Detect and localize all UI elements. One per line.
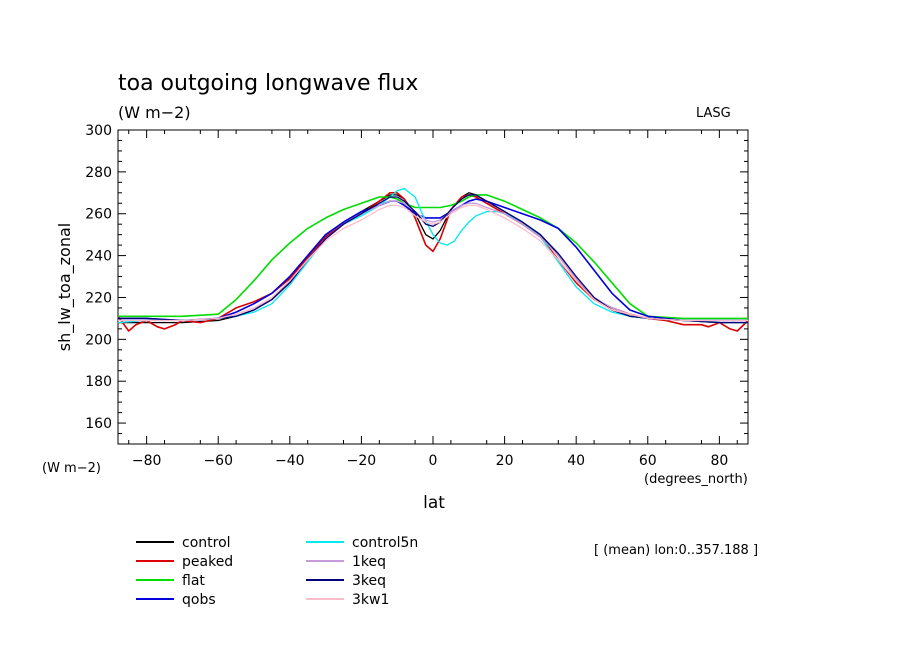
y-tick-label: 200: [85, 332, 112, 348]
x-tick-label: −40: [275, 453, 305, 469]
legend-label-control: control: [182, 535, 231, 551]
legend-label-3kw1: 3kw1: [352, 592, 389, 608]
x-tick-label: 0: [429, 453, 438, 469]
series-lines: [117, 187, 749, 332]
plot-area: [117, 129, 749, 445]
y-tick-label: 160: [85, 416, 112, 432]
series-line-peaked: [117, 192, 749, 332]
x-tick-label: 40: [567, 453, 585, 469]
legend-label-1keq: 1keq: [352, 554, 386, 570]
x-tick-label: −80: [132, 453, 162, 469]
chart-title: toa outgoing longwave flux: [118, 71, 418, 96]
legend-label-3keq: 3keq: [352, 573, 386, 589]
series-line-3keq: [118, 194, 748, 324]
y-units-label: (W m−2): [42, 461, 101, 476]
legend: control peaked flat qobs control5n 1keq 3keq 3k…: [136, 535, 418, 608]
series-line-control5n: [117, 187, 748, 324]
axis-ticks: −80 −60 −40 −20 0 20 40 60 80 160 180 200 220 240 260 2…: [85, 123, 748, 469]
y-tick-label: 180: [85, 374, 112, 390]
x-tick-label: 20: [496, 453, 514, 469]
y-tick-label: 240: [85, 249, 112, 265]
legend-label-flat: flat: [182, 573, 205, 589]
x-axis-label: lat: [423, 493, 445, 513]
source-label: LASG: [696, 106, 731, 121]
series-line-1keq: [118, 200, 748, 322]
y-axis-label: sh_lw_toa_zonal: [55, 223, 75, 351]
x-tick-label: −60: [203, 453, 233, 469]
mean-note: [ (mean) lon:0..357.188 ]: [594, 543, 758, 558]
legend-label-peaked: peaked: [182, 554, 233, 570]
series-line-flat: [118, 194, 748, 320]
series-line-control: [118, 192, 748, 324]
y-tick-label: 260: [85, 207, 112, 223]
y-tick-label: 300: [85, 123, 112, 139]
x-tick-label: 60: [639, 453, 657, 469]
x-tick-label: −20: [347, 453, 377, 469]
series-line-3kw1: [118, 204, 748, 322]
y-tick-label: 280: [85, 165, 112, 181]
x-units-label: (degrees_north): [644, 472, 748, 487]
chart-subtitle: (W m−2): [118, 103, 191, 122]
plot-border: [117, 129, 749, 445]
x-tick-label: 80: [710, 453, 728, 469]
legend-label-qobs: qobs: [182, 592, 216, 608]
legend-label-control5n: control5n: [352, 535, 418, 551]
y-tick-label: 220: [85, 290, 112, 306]
series-line-qobs: [118, 198, 748, 322]
